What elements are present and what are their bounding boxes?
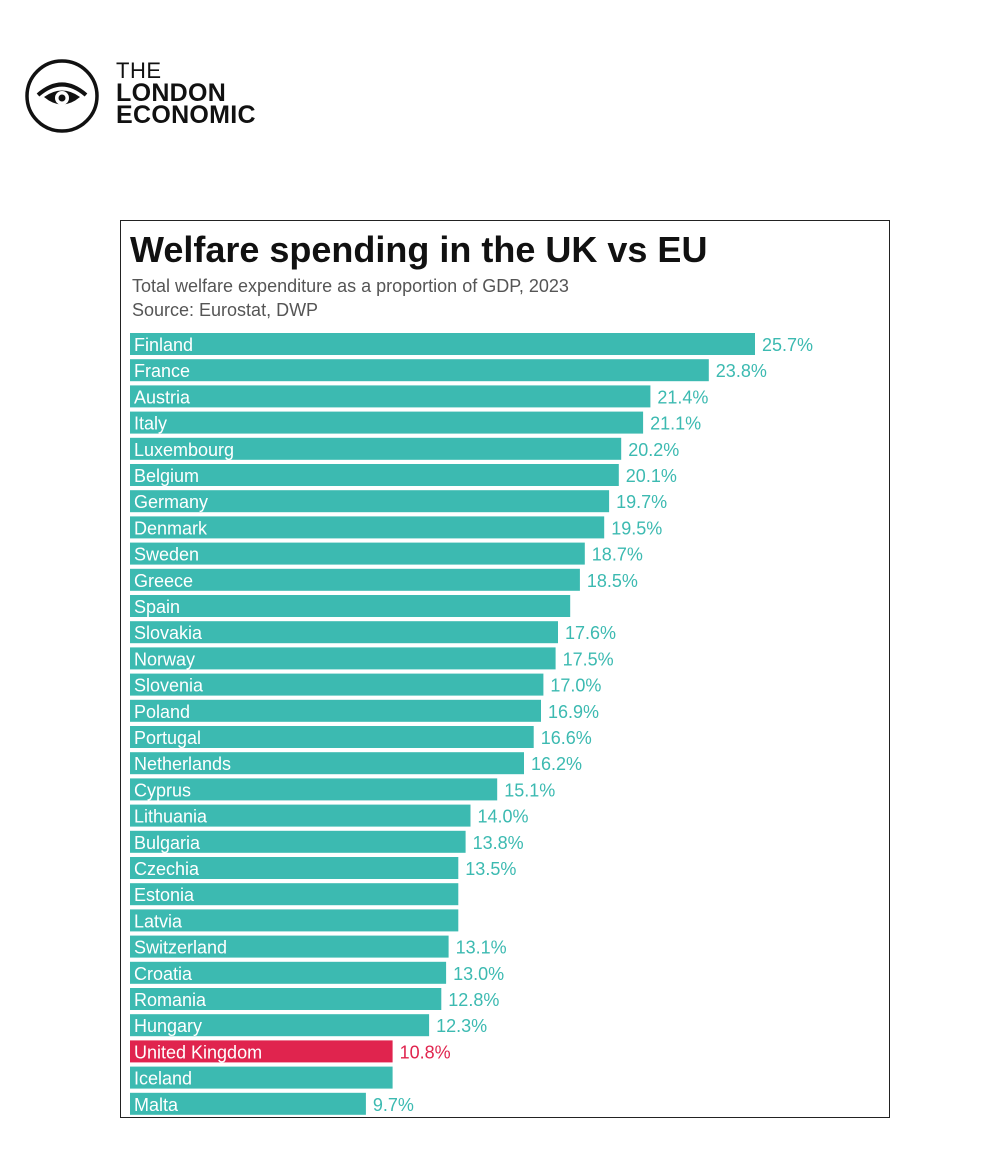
category-label-norway: Norway [134,649,195,669]
value-label-malta: 9.7% [373,1095,414,1115]
value-label-austria: 21.4% [657,387,708,407]
category-label-malta: Malta [134,1095,179,1115]
bar-croatia [130,961,447,984]
value-label-hungary: 12.3% [436,1016,487,1036]
eye-icon [25,59,99,133]
chart-frame: Welfare spending in the UK vs EU Total w… [120,220,890,1118]
value-label-denmark: 19.5% [611,518,662,538]
brand-logo: THE LONDON ECONOMIC [24,56,304,136]
value-label-poland: 16.9% [548,702,599,722]
category-label-united-kingdom: United Kingdom [134,1042,262,1062]
value-label-switzerland: 13.1% [456,938,507,958]
value-label-bulgaria: 13.8% [473,833,524,853]
category-label-switzerland: Switzerland [134,938,227,958]
bar-switzerland [130,935,449,958]
bar-france [130,359,709,382]
bar-luxembourg [130,437,622,460]
value-label-belgium: 20.1% [626,466,677,486]
bar-bulgaria [130,830,466,853]
bar-norway [130,647,556,670]
bar-lithuania [130,804,471,827]
chart-source: Source: Eurostat, DWP [132,300,319,320]
bar-malta [130,1092,366,1115]
chart-title: Welfare spending in the UK vs EU [130,229,708,270]
category-label-estonia: Estonia [134,885,195,905]
category-label-lithuania: Lithuania [134,807,208,827]
value-label-norway: 17.5% [563,649,614,669]
bar-netherlands [130,752,524,775]
category-label-netherlands: Netherlands [134,754,231,774]
bar-denmark [130,516,605,539]
value-label-netherlands: 16.2% [531,754,582,774]
value-label-romania: 12.8% [448,990,499,1010]
category-label-france: France [134,361,190,381]
brand-line-economic: ECONOMIC [116,101,256,129]
value-label-united-kingdom: 10.8% [400,1042,451,1062]
value-label-czechia: 13.5% [465,859,516,879]
value-label-greece: 18.5% [587,571,638,591]
bar-estonia [130,883,459,906]
category-label-finland: Finland [134,335,193,355]
category-label-italy: Italy [134,414,167,434]
category-label-cyprus: Cyprus [134,780,191,800]
category-label-austria: Austria [134,387,191,407]
bar-iceland [130,1066,393,1089]
value-label-sweden: 18.7% [592,545,643,565]
value-label-slovakia: 17.6% [565,623,616,643]
category-label-romania: Romania [134,990,207,1010]
category-label-germany: Germany [134,492,208,512]
brand-line-the: THE [116,58,162,83]
category-label-greece: Greece [134,571,193,591]
category-label-belgium: Belgium [134,466,199,486]
category-label-iceland: Iceland [134,1069,192,1089]
bar-poland [130,699,541,722]
bar-belgium [130,464,619,486]
category-label-hungary: Hungary [134,1016,202,1036]
category-label-luxembourg: Luxembourg [134,440,234,460]
bar-czechia [130,857,459,879]
bar-italy [130,411,644,434]
bar-romania [130,988,442,1010]
value-label-luxembourg: 20.2% [628,440,679,460]
category-label-czechia: Czechia [134,859,200,879]
bar-slovenia [130,673,544,696]
category-label-slovakia: Slovakia [134,623,203,643]
value-label-finland: 25.7% [762,335,813,355]
category-label-poland: Poland [134,702,190,722]
bar-united-kingdom [130,1040,393,1063]
value-label-croatia: 13.0% [453,964,504,984]
bar-finland [130,333,755,355]
value-label-slovenia: 17.0% [550,676,601,696]
value-label-cyprus: 15.1% [504,780,555,800]
value-label-portugal: 16.6% [541,728,592,748]
brand-line-london: LONDON [116,79,227,107]
bar-greece [130,568,580,591]
chart-subtitle: Total welfare expenditure as a proportio… [132,276,569,296]
category-label-denmark: Denmark [134,518,208,538]
category-label-slovenia: Slovenia [134,676,204,696]
value-label-lithuania: 14.0% [478,807,529,827]
bar-cyprus [130,778,498,801]
category-label-portugal: Portugal [134,728,201,748]
bar-hungary [130,1014,430,1037]
category-label-spain: Spain [134,597,180,617]
bar-portugal [130,726,534,748]
bar-spain [130,595,571,617]
bar-chart: Finland 25.7% France 23.8% Austria 21.4% Italy… [130,333,813,1115]
category-label-sweden: Sweden [134,545,199,565]
category-label-croatia: Croatia [134,964,193,984]
bar-slovakia [130,621,558,644]
bar-austria [130,385,651,408]
category-label-latvia: Latvia [134,911,183,931]
bar-latvia [130,909,459,932]
value-label-france: 23.8% [716,361,767,381]
bar-germany [130,490,610,513]
bar-sweden [130,542,585,565]
category-label-bulgaria: Bulgaria [134,833,201,853]
value-label-germany: 19.7% [616,492,667,512]
value-label-italy: 21.1% [650,414,701,434]
